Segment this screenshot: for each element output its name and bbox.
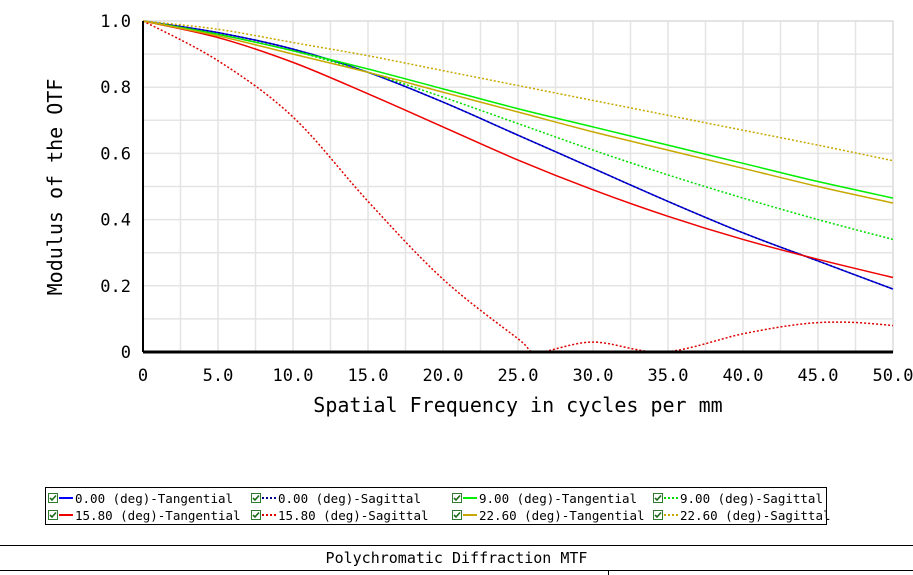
x-tick-label: 20.0 — [423, 366, 464, 386]
y-tick-label: 0.4 — [100, 211, 131, 231]
x-tick-label: 40.0 — [723, 366, 764, 386]
legend-item-15-80-deg-sagittal[interactable]: 15.80 (deg)-Sagittal — [251, 507, 429, 523]
series-line-0-00-deg-sagittal — [142, 20, 894, 290]
legend-line-swatch — [664, 497, 678, 499]
checkbox-icon[interactable] — [452, 493, 462, 503]
checkbox-icon[interactable] — [653, 510, 663, 520]
checkbox-icon[interactable] — [653, 493, 663, 503]
legend-item-22-60-deg-sagittal[interactable]: 22.60 (deg)-Sagittal — [653, 507, 831, 523]
x-tick-label: 45.0 — [798, 366, 839, 386]
y-tick-label: 0.8 — [100, 78, 131, 98]
x-tick-label: 0 — [138, 366, 148, 386]
series-line-9-00-deg-tangential — [142, 20, 894, 199]
series-line-9-00-deg-sagittal — [142, 20, 894, 241]
x-tick-label: 50.0 — [873, 366, 913, 386]
legend-line-swatch — [463, 497, 477, 499]
checkbox-icon[interactable] — [452, 510, 462, 520]
legend-label: 22.60 (deg)-Tangential — [479, 507, 645, 523]
y-tick-label: 0.6 — [100, 144, 131, 164]
legend-item-22-60-deg-tangential[interactable]: 22.60 (deg)-Tangential — [452, 507, 645, 523]
legend-line-swatch — [59, 514, 73, 516]
legend-line-swatch — [262, 497, 276, 499]
title-divider-tick — [608, 570, 609, 575]
legend-item-9-00-deg-tangential[interactable]: 9.00 (deg)-Tangential — [452, 490, 637, 506]
legend-line-swatch — [59, 497, 73, 499]
series-line-22-60-deg-sagittal — [142, 20, 894, 162]
legend-item-0-00-deg-sagittal[interactable]: 0.00 (deg)-Sagittal — [251, 490, 421, 506]
legend-label: 15.80 (deg)-Sagittal — [278, 507, 429, 523]
legend-item-0-00-deg-tangential[interactable]: 0.00 (deg)-Tangential — [48, 490, 233, 506]
x-tick-label: 35.0 — [648, 366, 689, 386]
legend-line-swatch — [463, 514, 477, 516]
legend-label: 9.00 (deg)-Sagittal — [680, 490, 823, 506]
x-tick-label: 10.0 — [273, 366, 314, 386]
title-divider — [0, 570, 913, 571]
axes — [142, 21, 893, 354]
series-line-22-60-deg-tangential — [142, 20, 894, 204]
tick-labels: 0 5.0 10.0 15.0 20.0 25.0 30.0 35.0 40.0 45.0 50.0… — [100, 12, 913, 386]
title-bar: Polychromatic Diffraction MTF — [0, 545, 913, 575]
checkbox-icon[interactable] — [251, 510, 261, 520]
x-axis-label: Spatial Frequency in cycles per mm — [313, 393, 722, 417]
legend-label: 22.60 (deg)-Sagittal — [680, 507, 831, 523]
legend-item-9-00-deg-sagittal[interactable]: 9.00 (deg)-Sagittal — [653, 490, 823, 506]
legend: 0.00 (deg)-Tangential 0.00 (deg)-Sagittal… — [45, 487, 831, 525]
checkbox-icon[interactable] — [251, 493, 261, 503]
mtf-chart: 0 5.0 10.0 15.0 20.0 25.0 30.0 35.0 40.0 45.0 50.0… — [43, 12, 913, 417]
legend-line-swatch — [262, 514, 276, 516]
y-tick-label: 0.2 — [100, 277, 131, 297]
series-layer — [142, 20, 894, 353]
x-tick-label: 5.0 — [203, 366, 234, 386]
y-axis-label: Modulus of the OTF — [43, 79, 67, 296]
legend-label: 15.80 (deg)-Tangential — [75, 507, 241, 523]
series-line-15-80-deg-tangential — [142, 20, 894, 279]
legend-label: 0.00 (deg)-Sagittal — [278, 490, 421, 506]
x-tick-label: 30.0 — [573, 366, 614, 386]
chart-title: Polychromatic Diffraction MTF — [325, 549, 588, 567]
checkbox-icon[interactable] — [48, 510, 58, 520]
legend-label: 9.00 (deg)-Tangential — [479, 490, 638, 506]
y-tick-label: 1.0 — [100, 12, 131, 32]
legend-item-15-80-deg-tangential[interactable]: 15.80 (deg)-Tangential — [48, 507, 241, 523]
checkbox-icon[interactable] — [48, 493, 58, 503]
x-tick-label: 25.0 — [498, 366, 539, 386]
y-tick-label: 0 — [121, 343, 131, 363]
x-tick-label: 15.0 — [348, 366, 389, 386]
legend-line-swatch — [664, 514, 678, 516]
grid-lines — [142, 20, 894, 353]
series-line-15-80-deg-sagittal — [142, 20, 894, 353]
legend-label: 0.00 (deg)-Tangential — [75, 490, 234, 506]
